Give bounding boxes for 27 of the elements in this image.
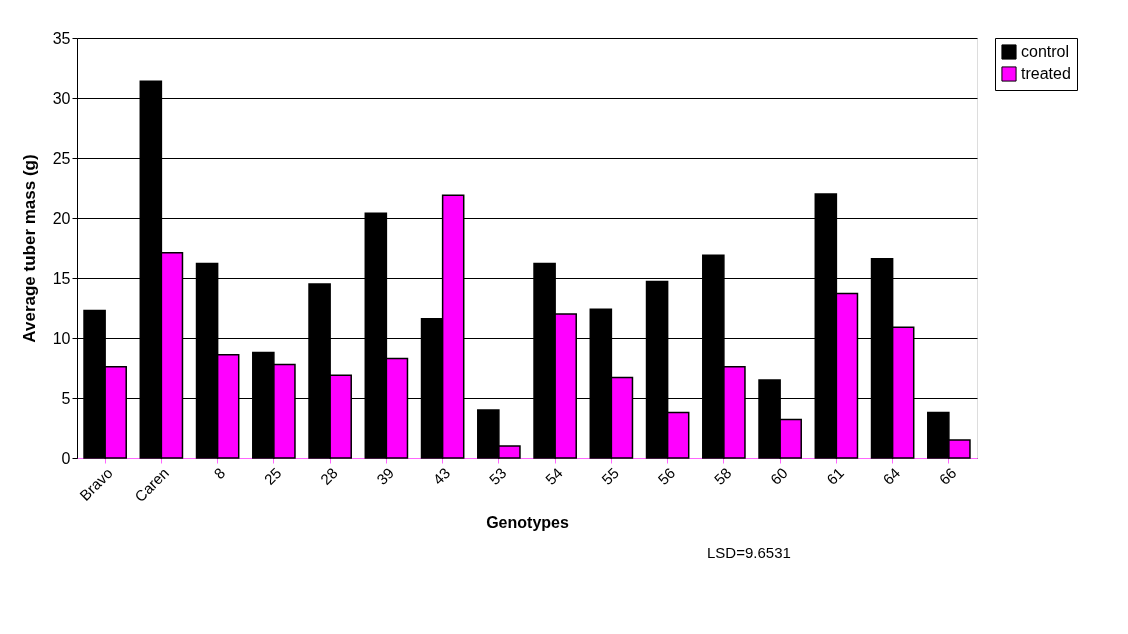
y-tick-label: 20 <box>52 209 71 227</box>
y-tick-label: 30 <box>52 89 71 107</box>
x-tick-label: 64 <box>879 464 904 488</box>
y-tick-label: 10 <box>52 329 71 347</box>
x-tick-label: 8 <box>210 464 229 483</box>
x-axis-title: Genotypes <box>486 514 569 531</box>
legend-label: treated <box>1021 65 1071 82</box>
x-tick-label: 66 <box>935 464 960 488</box>
y-tick-label: 5 <box>61 389 71 407</box>
x-tick-label: 28 <box>316 464 341 488</box>
x-tick-label: 39 <box>373 464 397 488</box>
x-tick-label: 61 <box>823 464 847 488</box>
y-tick-label: 15 <box>52 269 71 287</box>
x-tick-label: 58 <box>710 464 735 488</box>
x-tick-label: 43 <box>429 464 454 488</box>
x-tick-label: 56 <box>654 464 679 488</box>
x-tick-label: 53 <box>485 464 510 488</box>
legend-label: control <box>1021 43 1070 60</box>
y-tick-label: 0 <box>61 449 71 467</box>
x-tick-label: 25 <box>260 464 285 488</box>
x-tick-label: 55 <box>598 464 622 488</box>
y-tick-label: 25 <box>52 149 71 167</box>
y-tick-label: 35 <box>52 29 71 47</box>
text: LSD=9.6531 <box>707 544 791 561</box>
x-tick-label: 60 <box>766 464 791 488</box>
y-axis-title: Average tuber mass (g) <box>19 154 39 343</box>
x-tick-label: 54 <box>541 464 566 488</box>
